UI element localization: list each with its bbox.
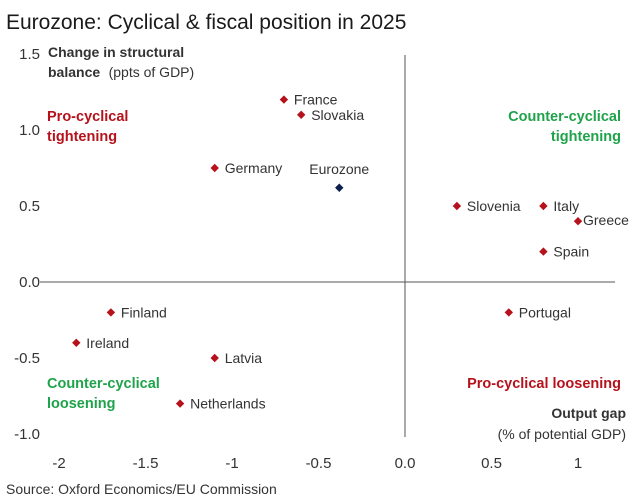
point-label-france: France: [294, 92, 338, 108]
x-tick-label: 0.5: [481, 455, 502, 472]
y-tick-label: -0.5: [14, 350, 40, 367]
point-marker-slovenia: [452, 201, 462, 211]
x-tick-labels: -2 -1.5 -1 -0.5 0.0 0.5 1: [52, 455, 582, 472]
point-marker-eurozone: [335, 183, 344, 192]
y-tick-label: 1.0: [19, 122, 40, 139]
quadrant-top-left-line1: Pro-cyclical: [47, 109, 128, 125]
point-marker-italy: [539, 201, 548, 211]
quadrant-bottom-left-line1: Counter-cyclical: [47, 376, 160, 392]
quadrant-top-left-line2: tightening: [47, 129, 117, 145]
source-note: Source: Oxford Economics/EU Commission: [6, 481, 277, 497]
point-marker-greece: [573, 217, 583, 226]
x-axis-unit: (% of potential GDP): [498, 426, 626, 442]
point-marker-slovakia: [297, 110, 306, 119]
point-label-portugal: Portugal: [519, 304, 571, 320]
x-tick-label: 0.0: [395, 455, 416, 472]
quadrant-top-right-line1: Counter-cyclical: [508, 109, 621, 125]
point-label-italy: Italy: [553, 198, 579, 214]
point-label-slovakia: Slovakia: [311, 107, 364, 123]
point-marker-netherlands: [175, 399, 185, 408]
point-label-finland: Finland: [121, 304, 167, 320]
y-axis-title-unit: (ppts of GDP): [109, 64, 195, 80]
x-tick-label: -2: [52, 455, 65, 472]
y-tick-labels: 1.5 1.0 0.5 0.0 -0.5 -1.0: [14, 46, 40, 443]
point-label-slovenia: Slovenia: [467, 198, 521, 214]
quadrant-bottom-right: Pro-cyclical loosening: [467, 376, 621, 392]
y-tick-label: 0.0: [19, 274, 40, 291]
point-label-latvia: Latvia: [225, 350, 263, 366]
y-axis-title-bold: balance: [48, 64, 100, 80]
point-marker-spain: [539, 247, 548, 256]
point-label-eurozone: Eurozone: [309, 161, 369, 177]
x-tick-label: -1.5: [133, 455, 159, 472]
quadrant-top-right-line2: tightening: [551, 129, 621, 145]
point-marker-france: [279, 95, 289, 104]
y-tick-label: 1.5: [19, 46, 40, 63]
y-tick-label: 0.5: [19, 198, 40, 215]
y-tick-label: -1.0: [14, 426, 40, 443]
point-label-netherlands: Netherlands: [190, 396, 266, 412]
x-tick-label: 1: [574, 455, 582, 472]
point-label-greece: Greece: [583, 212, 629, 228]
x-tick-label: -0.5: [306, 455, 332, 472]
point-marker-ireland: [72, 338, 81, 347]
y-axis-title-line2: balance (ppts of GDP): [48, 64, 194, 81]
point-marker-finland: [106, 308, 116, 317]
x-axis-title: Output gap: [551, 405, 626, 421]
point-marker-germany: [210, 163, 219, 173]
point-marker-latvia: [210, 353, 219, 363]
point-label-ireland: Ireland: [86, 335, 129, 351]
x-tick-label: -1: [225, 455, 238, 472]
chart-title: Eurozone: Cyclical & fiscal position in …: [6, 11, 406, 34]
point-label-spain: Spain: [553, 244, 589, 260]
y-axis-title-line1: Change in structural: [48, 44, 184, 60]
point-label-germany: Germany: [225, 160, 283, 176]
point-marker-portugal: [504, 308, 513, 317]
quadrant-bottom-left-line2: loosening: [47, 396, 115, 412]
